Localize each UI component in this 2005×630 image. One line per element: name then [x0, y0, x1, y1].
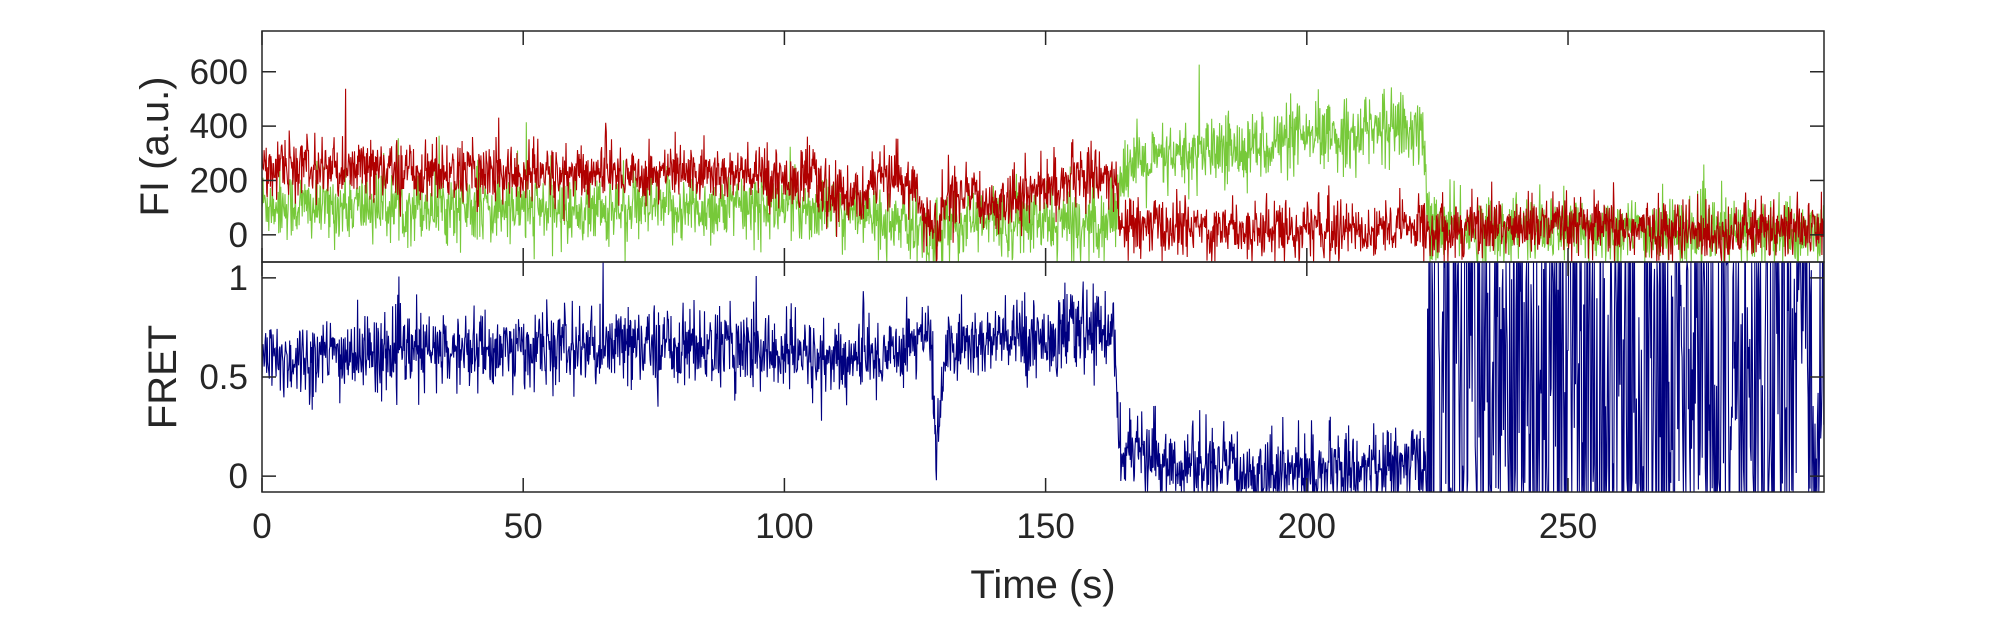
fret-series-2-line	[1426, 262, 1824, 492]
fi-series-1-line	[262, 64, 1824, 262]
fret-panel: 0 0.5 1 0 50 100 150 200 250 FRET Time (s)	[141, 259, 1825, 607]
fi-ytick-label: 0	[229, 216, 248, 255]
fret-series-1-line	[262, 262, 1428, 492]
fi-ylabel: FI (a.u.)	[133, 76, 177, 216]
fret-ytick-label: 0	[229, 457, 248, 496]
fret-xtick-label: 200	[1278, 507, 1336, 546]
fi-ytick-label: 200	[190, 161, 248, 200]
fret-xtick-label: 100	[755, 507, 813, 546]
fi-ytick-label: 400	[190, 107, 248, 146]
fret-ytick-label: 1	[229, 259, 248, 298]
fi-ytick-label: 600	[190, 53, 248, 92]
fluorescence-panel: 0 200 400 600 FI (a.u.)	[133, 30, 1825, 263]
fret-xtick-label: 250	[1539, 507, 1597, 546]
fret-ytick-label: 0.5	[199, 358, 248, 397]
fret-ylabel: FRET	[141, 325, 185, 429]
fret-xtick-label: 150	[1016, 507, 1074, 546]
fret-xtick-label: 0	[252, 507, 271, 546]
fret-xtick-label: 50	[504, 507, 543, 546]
fi-series-2-line	[262, 88, 1824, 262]
fret-xlabel: Time (s)	[970, 563, 1115, 607]
